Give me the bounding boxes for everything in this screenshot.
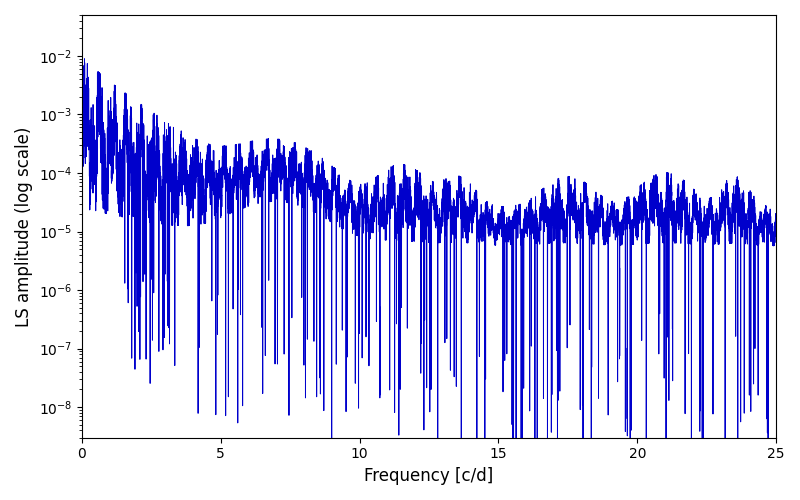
- Y-axis label: LS amplitude (log scale): LS amplitude (log scale): [15, 126, 33, 326]
- X-axis label: Frequency [c/d]: Frequency [c/d]: [364, 467, 494, 485]
